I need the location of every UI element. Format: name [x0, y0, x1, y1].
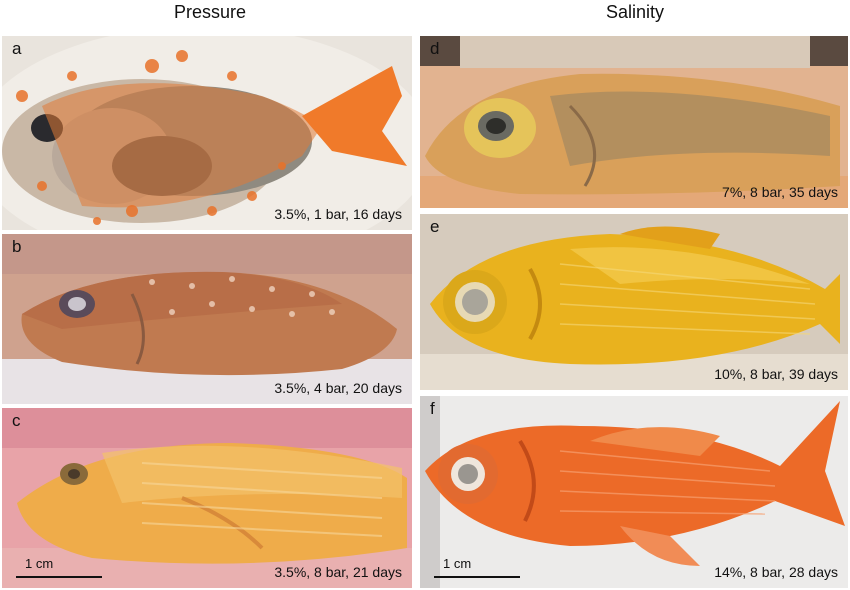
panel-caption-d: 7%, 8 bar, 35 days — [722, 184, 838, 200]
header-pressure: Pressure — [173, 2, 247, 22]
header-salinity: Salinity — [605, 2, 665, 22]
panel-f: f 1 cm 14%, 8 bar, 28 days — [420, 396, 848, 588]
scale-bar-label-f: 1 cm — [443, 556, 472, 571]
panel-c: c 1 cm 3.5%, 8 bar, 21 days — [2, 408, 412, 588]
panel-b: b 3.5%, 4 bar, 20 days — [2, 234, 412, 404]
panel-label-c: c — [12, 411, 21, 430]
panel-caption-e: 10%, 8 bar, 39 days — [714, 366, 838, 382]
scale-bar-line-f — [434, 576, 520, 578]
scale-bar-label-c: 1 cm — [25, 556, 54, 571]
panel-a: a 3.5%, 1 bar, 16 days — [2, 36, 412, 230]
scale-bar-c: 1 cm — [16, 556, 102, 578]
panel-label-d: d — [430, 39, 440, 58]
panel-d: d 7%, 8 bar, 35 days — [420, 36, 848, 208]
panel-caption-f: 14%, 8 bar, 28 days — [714, 564, 838, 580]
fish-photo-d — [420, 36, 848, 208]
scale-bar-line-c — [16, 576, 102, 578]
fish-photo-a — [2, 36, 412, 230]
panel-label-f: f — [430, 399, 435, 418]
fish-photo-f — [420, 396, 848, 588]
panel-e: e 10%, 8 bar, 39 days — [420, 214, 848, 390]
panel-caption-b: 3.5%, 4 bar, 20 days — [274, 380, 402, 396]
fish-photo-e — [420, 214, 848, 390]
panel-label-e: e — [430, 217, 440, 236]
panel-label-a: a — [12, 39, 22, 58]
panel-caption-a: 3.5%, 1 bar, 16 days — [274, 206, 402, 222]
panel-caption-c: 3.5%, 8 bar, 21 days — [274, 564, 402, 580]
scale-bar-f: 1 cm — [434, 556, 520, 578]
fish-photo-c — [2, 408, 412, 588]
panel-label-b: b — [12, 237, 22, 256]
fish-photo-b — [2, 234, 412, 404]
